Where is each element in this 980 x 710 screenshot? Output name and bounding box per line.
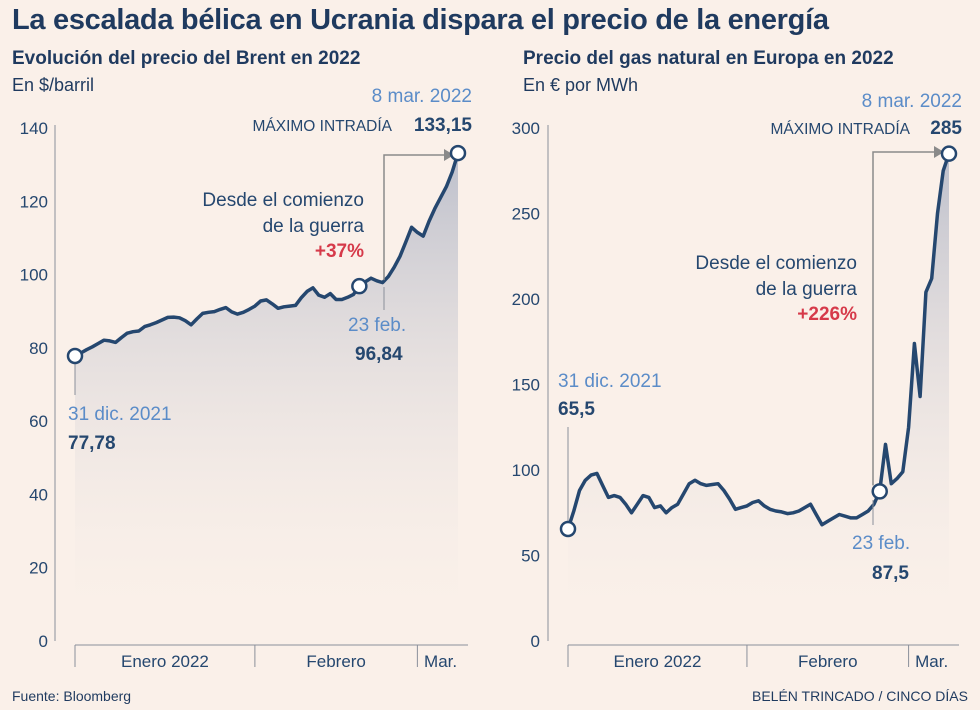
gas-war-date: 23 feb. (852, 533, 910, 554)
gas-peak-date: 8 mar. 2022 (862, 91, 962, 112)
gas-war-value: 87,5 (872, 563, 909, 584)
source-note: Fuente: Bloomberg (12, 688, 132, 704)
gas-annotation-line1: Desde el comienzo (695, 253, 857, 274)
gas-month-label: Febrero (798, 652, 858, 671)
brent-y-tick-label: 140 (20, 119, 48, 138)
brent-y-tick-label: 20 (29, 559, 48, 578)
gas-peak-value: 285 (930, 118, 962, 139)
gas-y-tick-label: 100 (512, 461, 540, 480)
brent-war-date: 23 feb. (348, 315, 406, 336)
gas-unit-label: En € por MWh (523, 75, 639, 95)
gas-price-line (566, 151, 951, 531)
brent-y-tick-label: 40 (29, 485, 48, 504)
gas-change-arrow (872, 151, 934, 486)
brent-y-tick-label: 80 (29, 339, 48, 358)
gas-marker-point (559, 520, 577, 538)
gas-peak-label: MÁXIMO INTRADÍA (770, 121, 910, 138)
brent-month-label: Enero 2022 (121, 652, 209, 671)
gas-chart-title: Precio del gas natural en Europa en 2022 (523, 48, 894, 69)
gas-annotation-line2: de la guerra (756, 279, 858, 300)
brent-y-tick-label: 0 (39, 632, 48, 651)
brent-start-value: 77,78 (68, 433, 116, 454)
brent-y-tick-label: 120 (20, 192, 48, 211)
brent-marker-point (66, 347, 84, 365)
gas-change-percent: +226% (797, 304, 857, 325)
brent-chart: 0 20 40 60 80 100 120 140 Enero 2022 Febrero Mar. 3… (20, 86, 473, 671)
brent-marker-point (449, 144, 467, 162)
brent-peak-date: 8 mar. 2022 (372, 86, 472, 107)
gas-month-label: Enero 2022 (614, 652, 702, 671)
brent-war-value: 96,84 (355, 344, 403, 365)
gas-change-arrow-head (934, 146, 944, 158)
brent-chart-title: Evolución del precio del Brent en 2022 (12, 48, 361, 69)
brent-start-date: 31 dic. 2021 (68, 404, 172, 425)
gas-y-tick-label: 250 (512, 205, 540, 224)
brent-month-label: Febrero (306, 652, 366, 671)
brent-price-line (73, 151, 460, 358)
brent-month-label: Mar. (424, 652, 457, 671)
gas-y-tick-label: 200 (512, 290, 540, 309)
gas-marker-point (940, 145, 958, 162)
gas-y-tick-label: 0 (531, 632, 540, 651)
brent-annotation-line2: de la guerra (263, 216, 365, 237)
gas-marker-point (871, 483, 888, 500)
credit-note: BELÉN TRINCADO / CINCO DÍAS (751, 688, 968, 704)
brent-unit-label: En $/barril (12, 75, 95, 95)
brent-change-arrow (383, 154, 444, 281)
gas-chart: 0 50 100 150 200 250 300 Enero 2022 Febrero Mar. 3… (512, 91, 963, 671)
gas-start-value: 65,5 (558, 399, 595, 420)
brent-marker-point (351, 277, 368, 295)
gas-start-date: 31 dic. 2021 (558, 371, 662, 392)
gas-y-tick-label: 50 (521, 547, 540, 566)
brent-annotation-line1: Desde el comienzo (202, 190, 364, 211)
page-title: La escalada bélica en Ucrania dispara el… (12, 4, 829, 36)
brent-change-arrow-head (444, 149, 454, 161)
gas-y-tick-label: 150 (512, 376, 540, 395)
brent-y-tick-label: 100 (20, 266, 48, 285)
gas-month-label: Mar. (915, 652, 948, 671)
gas-y-tick-label: 300 (512, 119, 540, 138)
brent-area (75, 153, 458, 641)
brent-peak-label: MÁXIMO INTRADÍA (252, 118, 392, 135)
brent-change-percent: +37% (315, 241, 364, 262)
brent-y-tick-label: 60 (29, 412, 48, 431)
brent-peak-value: 133,15 (414, 115, 473, 136)
